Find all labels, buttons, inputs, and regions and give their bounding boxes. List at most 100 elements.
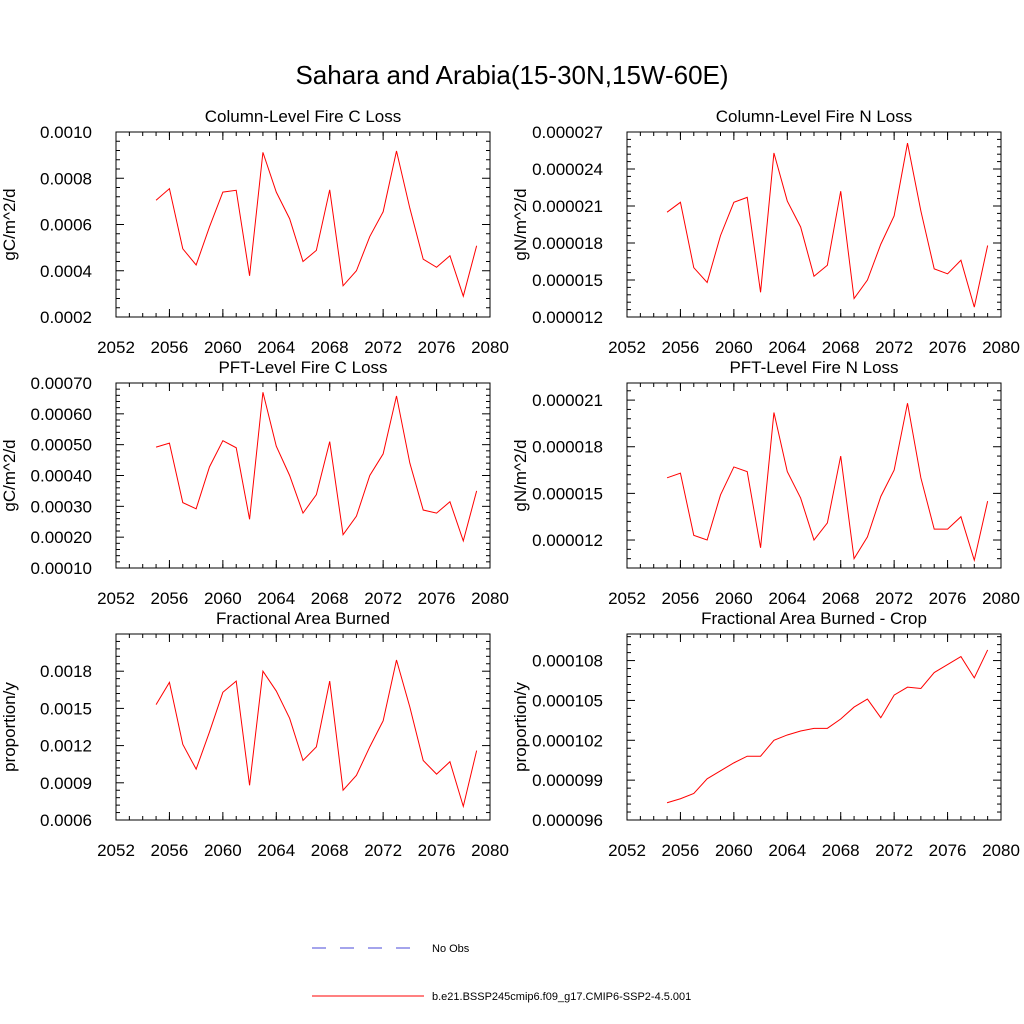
x-tick-label: 2068 (311, 589, 349, 608)
chart-title: Fractional Area Burned - Crop (701, 609, 927, 628)
x-tick-label: 2060 (204, 841, 242, 860)
y-tick-label: 0.00070 (31, 374, 92, 393)
x-tick-label: 2068 (822, 589, 860, 608)
x-tick-label: 2068 (311, 338, 349, 357)
x-tick-label: 2064 (768, 589, 806, 608)
series-line-0 (666, 403, 989, 563)
y-tick-label: 0.0010 (40, 123, 92, 142)
x-tick-label: 2056 (662, 589, 700, 608)
x-tick-label: 2060 (204, 338, 242, 357)
x-tick-label: 2060 (715, 338, 753, 357)
chart-pft-level-fire-c-loss: PFT-Level Fire C Loss 2052 2056 2060 2064 206… (0, 358, 509, 608)
y-tick-label: 0.000018 (532, 438, 603, 457)
x-tick-label: 2052 (97, 841, 135, 860)
x-tick-label: 2052 (608, 338, 646, 357)
x-tick-label: 2080 (471, 338, 509, 357)
chart-column-level-fire-c-loss: Column-Level Fire C Loss 2052 2056 2060 2064… (0, 107, 509, 357)
x-tick-label: 2056 (151, 338, 189, 357)
chart-fractional-area-burned-crop: Fractional Area Burned - Crop 2052 2056 206… (511, 609, 1020, 860)
legend: No Obs b.e21.BSSP245cmip6.f09_g17.CMIP6-… (312, 943, 691, 1003)
x-tick-label: 2072 (364, 841, 402, 860)
y-tick-label: 0.0018 (40, 662, 92, 681)
chart-pft-level-fire-n-loss: PFT-Level Fire N Loss 2052 2056 2060 2064 206… (511, 358, 1020, 608)
y-tick-label: 0.0004 (40, 262, 92, 281)
chart-panels: Column-Level Fire C Loss 2052 2056 2060 2064… (0, 107, 1020, 860)
x-tick-label: 2072 (875, 841, 913, 860)
y-tick-label: 0.000024 (532, 160, 603, 179)
y-tick-label: 0.00050 (31, 436, 92, 455)
x-tick-label: 2056 (662, 338, 700, 357)
chart-title: Column-Level Fire N Loss (716, 107, 913, 126)
chart-title: PFT-Level Fire C Loss (218, 358, 387, 377)
x-tick-label: 2080 (471, 841, 509, 860)
y-tick-label: 0.0006 (40, 811, 92, 830)
x-tick-label: 2060 (204, 589, 242, 608)
x-tick-label: 2068 (311, 841, 349, 860)
figure-title: Sahara and Arabia(15-30N,15W-60E) (295, 60, 728, 90)
y-tick-label: 0.0006 (40, 216, 92, 235)
x-tick-label: 2064 (768, 338, 806, 357)
x-tick-label: 2076 (929, 338, 967, 357)
x-tick-label: 2072 (875, 338, 913, 357)
series-line-0 (155, 150, 478, 298)
x-tick-label: 2052 (608, 841, 646, 860)
y-tick-label: 0.000108 (532, 652, 603, 671)
y-tick-label: 0.000102 (532, 731, 603, 750)
x-tick-label: 2056 (662, 841, 700, 860)
x-tick-label: 2056 (151, 589, 189, 608)
y-tick-label: 0.000099 (532, 771, 603, 790)
plot-frame (626, 131, 1002, 318)
plot-frame (115, 382, 491, 569)
y-tick-label: 0.000015 (532, 271, 603, 290)
y-tick-label: 0.000105 (532, 691, 603, 710)
y-axis-label: gN/m^2/d (511, 188, 530, 260)
y-axis-label: proportion/y (0, 682, 19, 772)
chart-title: Fractional Area Burned (216, 609, 390, 628)
y-tick-label: 0.0008 (40, 169, 92, 188)
chart-column-level-fire-n-loss: Column-Level Fire N Loss 2052 2056 2060 2064… (511, 107, 1020, 357)
y-axis-label: gC/m^2/d (0, 188, 19, 260)
y-tick-label: 0.000018 (532, 234, 603, 253)
x-tick-label: 2064 (768, 841, 806, 860)
plot-frame (115, 131, 491, 318)
y-axis-label: gC/m^2/d (0, 439, 19, 511)
y-axis-label: proportion/y (511, 682, 530, 772)
y-tick-label: 0.000012 (532, 308, 603, 327)
x-tick-label: 2052 (608, 589, 646, 608)
x-tick-label: 2076 (929, 841, 967, 860)
y-tick-label: 0.000021 (532, 391, 603, 410)
x-tick-label: 2076 (418, 589, 456, 608)
x-tick-label: 2080 (982, 841, 1020, 860)
y-tick-label: 0.000027 (532, 123, 603, 142)
chart-title: Column-Level Fire C Loss (205, 107, 402, 126)
y-tick-label: 0.00040 (31, 467, 92, 486)
x-tick-label: 2056 (151, 841, 189, 860)
y-tick-label: 0.00060 (31, 405, 92, 424)
chart-title: PFT-Level Fire N Loss (729, 358, 898, 377)
x-tick-label: 2064 (257, 841, 295, 860)
x-tick-label: 2076 (929, 589, 967, 608)
x-tick-label: 2068 (822, 841, 860, 860)
y-tick-label: 0.00030 (31, 497, 92, 516)
x-tick-label: 2072 (364, 589, 402, 608)
y-tick-label: 0.000015 (532, 484, 603, 503)
y-tick-label: 0.00020 (31, 528, 92, 547)
series-line-0 (666, 649, 989, 804)
x-tick-label: 2064 (257, 338, 295, 357)
y-tick-label: 0.0009 (40, 774, 92, 793)
y-tick-label: 0.000021 (532, 197, 603, 216)
y-tick-label: 0.0002 (40, 308, 92, 327)
plot-frame (115, 633, 491, 821)
y-axis-label: gN/m^2/d (511, 439, 530, 511)
series-line-0 (155, 659, 478, 809)
y-tick-label: 0.000096 (532, 811, 603, 830)
x-tick-label: 2072 (875, 589, 913, 608)
y-tick-label: 0.0012 (40, 737, 92, 756)
y-tick-label: 0.00010 (31, 559, 92, 578)
series-line-0 (155, 392, 478, 543)
y-tick-label: 0.0015 (40, 699, 92, 718)
x-tick-label: 2052 (97, 589, 135, 608)
x-tick-label: 2064 (257, 589, 295, 608)
x-tick-label: 2060 (715, 589, 753, 608)
x-tick-label: 2076 (418, 338, 456, 357)
